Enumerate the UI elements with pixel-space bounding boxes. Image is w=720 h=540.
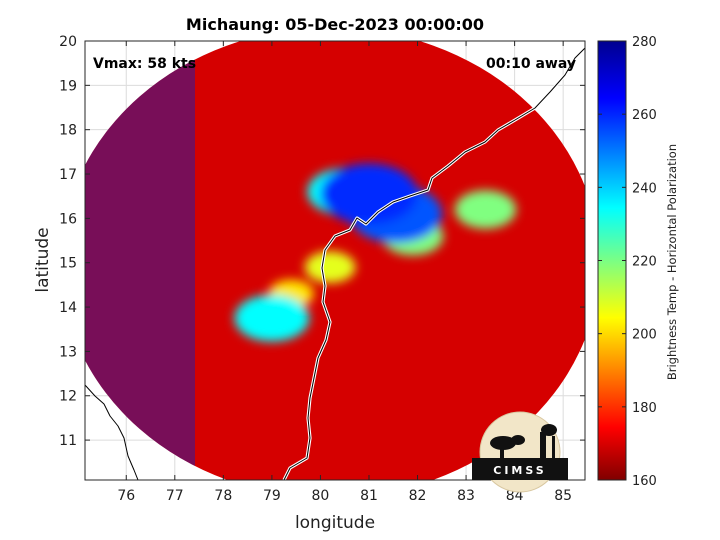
colorbar-tick-label: 280 [632, 35, 657, 50]
colorbar-tick-label: 160 [632, 474, 657, 489]
y-tick-label: 16 [59, 211, 77, 227]
x-tick-label: 83 [457, 488, 475, 504]
logo-text: CIMSS [493, 464, 546, 477]
x-tick-label: 79 [263, 488, 281, 504]
y-tick-label: 18 [59, 123, 77, 139]
axes-frame [84, 40, 586, 481]
y-tick-label: 19 [59, 78, 77, 94]
y-tick-label: 15 [59, 256, 77, 272]
y-tick-labels: 11 12 13 14 15 16 17 18 19 20 [59, 34, 77, 449]
y-tick-label: 20 [59, 34, 77, 50]
y-tick-label: 12 [59, 389, 77, 405]
vmax-annotation: Vmax: 58 kts [93, 56, 196, 72]
colorbar-label: Brightness Temp - Horizontal Polarizatio… [665, 144, 679, 380]
feature-blob [320, 163, 418, 225]
colorbar-tick-label: 240 [632, 181, 657, 196]
x-tick-label: 76 [117, 488, 135, 504]
feature-blob [454, 190, 517, 229]
colorbar-tick-label: 200 [632, 328, 657, 343]
x-tick-label: 77 [166, 488, 184, 504]
cimss-logo: CIMSS [472, 411, 568, 493]
colorbar-tick-label: 220 [632, 255, 657, 270]
feature-blob [234, 294, 310, 342]
x-tick-label: 85 [554, 488, 572, 504]
coastline [85, 46, 585, 480]
x-tick-labels: 76 77 78 79 80 81 82 83 84 85 [117, 488, 572, 504]
x-tick-label: 80 [312, 488, 330, 504]
colorbar-tick-label: 260 [632, 108, 657, 123]
chart-title: Michaung: 05-Dec-2023 00:00:00 [186, 15, 484, 34]
colorbar-tick-label: 180 [632, 401, 657, 416]
feature-blob [304, 251, 356, 283]
y-axis-label: latitude [33, 227, 53, 292]
y-tick-label: 14 [59, 300, 77, 316]
y-tick-label: 11 [59, 433, 77, 449]
x-tick-label: 82 [409, 488, 427, 504]
convective-features [234, 163, 517, 342]
x-tick-label: 78 [214, 488, 232, 504]
colorbar-ticks: 160 180 200 220 240 260 280 [598, 35, 657, 489]
x-tick-label: 81 [360, 488, 378, 504]
time-away-annotation: 00:10 away [486, 56, 576, 72]
axis-ticks [85, 40, 585, 480]
y-tick-label: 17 [59, 167, 77, 183]
colorbar [597, 40, 627, 481]
x-axis-label: longitude [295, 513, 375, 533]
y-tick-label: 13 [59, 344, 77, 360]
